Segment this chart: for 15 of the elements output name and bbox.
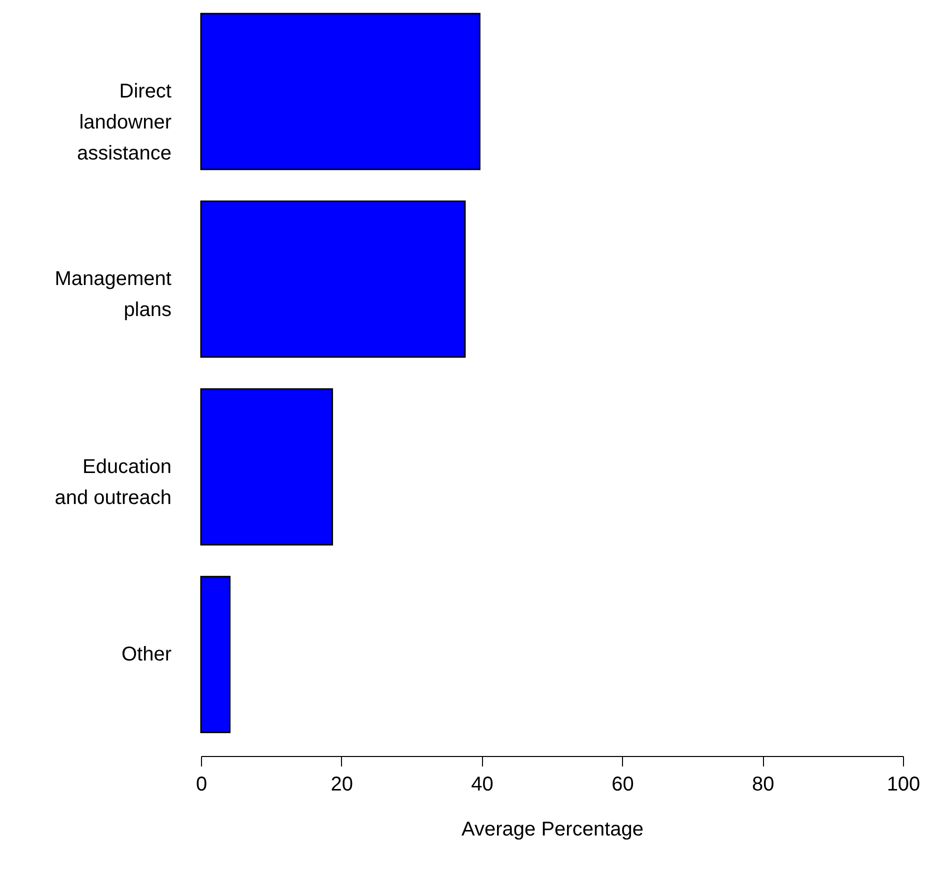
x-tick-label: 0 — [196, 774, 208, 796]
bar — [200, 388, 334, 546]
y-tick-label: Direct landowner assistance — [77, 80, 172, 165]
x-axis-title: Average Percentage — [462, 818, 644, 840]
x-tick-label: 40 — [471, 774, 494, 796]
x-tick-label: 60 — [612, 774, 634, 796]
y-tick-label: Other — [121, 643, 172, 666]
bar — [200, 200, 466, 358]
x-tick-label: 100 — [886, 774, 920, 796]
y-tick-label: Education and outreach — [54, 456, 172, 509]
x-tick-label: 20 — [330, 774, 354, 796]
bar — [200, 12, 480, 170]
bar — [200, 576, 231, 734]
y-tick-label: Management plans — [54, 268, 172, 322]
x-tick-label: 80 — [752, 774, 774, 796]
